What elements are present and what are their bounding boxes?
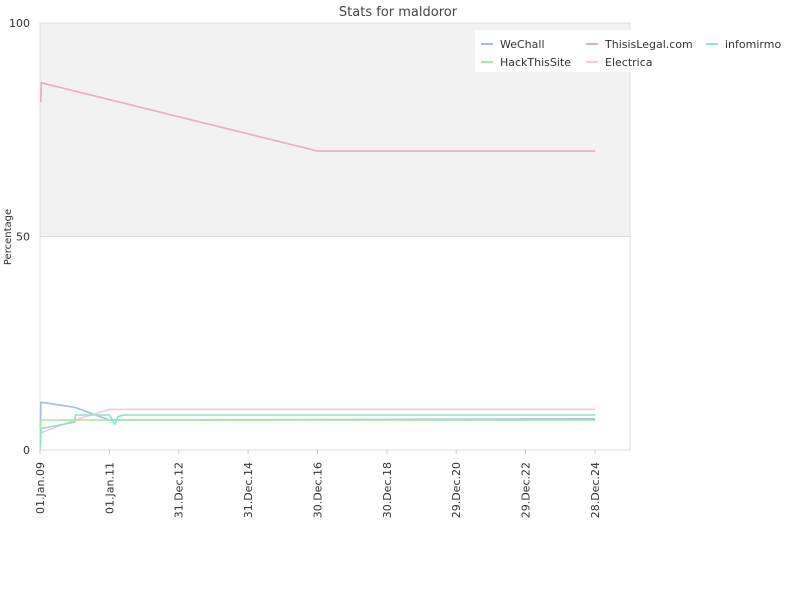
x-tick-label: 31.Dec.14 — [242, 462, 255, 518]
x-tick-label: 31.Dec.12 — [173, 462, 186, 518]
y-tick-label: 100 — [9, 17, 30, 30]
legend-label: ThisisLegal.com — [604, 38, 693, 51]
x-tick-label: 01.Jan.09 — [34, 462, 47, 514]
x-tick-label: 29.Dec.20 — [450, 462, 463, 518]
x-tick-label: 30.Dec.18 — [381, 462, 394, 518]
x-tick-label: 29.Dec.22 — [520, 462, 533, 518]
series-line-thisislegal-com — [40, 82, 596, 152]
x-tick-label: 28.Dec.24 — [589, 462, 602, 518]
legend-label: HackThisSite — [500, 56, 571, 69]
legend-box — [475, 30, 787, 72]
y-axis-label: Percentage — [3, 209, 14, 265]
y-tick-label: 50 — [16, 231, 30, 244]
series-layer — [39, 82, 596, 451]
y-axis-ticks: 0 50 100 — [9, 17, 30, 457]
x-axis-ticks: 01.Jan.09 01.Jan.11 31.Dec.12 31.Dec.14 30.D… — [34, 450, 602, 518]
series-line-electrica — [40, 408, 596, 434]
y-tick-label: 0 — [23, 444, 30, 457]
x-tick-label: 30.Dec.16 — [311, 462, 324, 518]
series-line-infomirmo — [39, 414, 596, 446]
x-tick-label: 01.Jan.11 — [103, 462, 116, 514]
legend[interactable]: WeChall HackThisSite ThisisLegal.com Electr… — [475, 30, 787, 72]
series-line-hackthissite — [39, 419, 596, 451]
chart-title: Stats for maldoror — [339, 5, 458, 20]
legend-label: Electrica — [605, 56, 653, 69]
legend-label: WeChall — [500, 38, 545, 51]
legend-label: infomirmo — [725, 38, 781, 51]
